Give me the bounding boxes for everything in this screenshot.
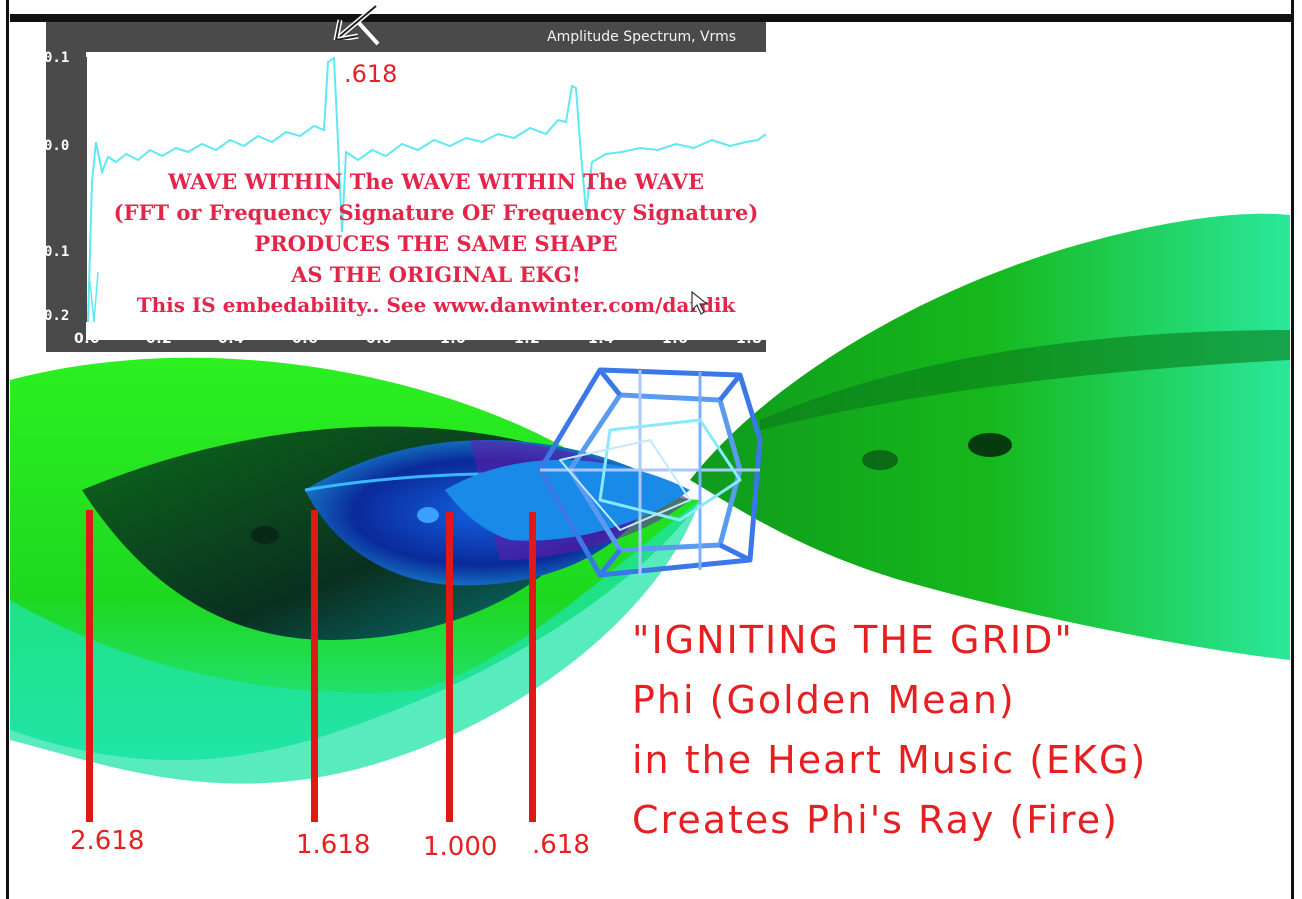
left-border xyxy=(6,0,9,899)
y-axis-bar xyxy=(46,52,86,352)
headline-line: "IGNITING THE GRID" xyxy=(632,618,1074,662)
y-tick-label: 0.0 xyxy=(44,138,70,154)
x-axis-bar xyxy=(46,340,766,352)
caption-line: AS THE ORIGINAL EKG! xyxy=(291,262,581,287)
mouse-cursor-icon xyxy=(691,290,709,315)
ratio-label: 2.618 xyxy=(70,826,145,856)
top-border xyxy=(10,14,1292,22)
left-wave-lower xyxy=(10,500,700,784)
ratio-label: .618 xyxy=(532,830,590,860)
x-tick-label: 1.6 xyxy=(662,331,689,347)
x-tick-label: 0.8 xyxy=(366,331,393,347)
x-tick-label: 0.6 xyxy=(292,331,319,347)
ratio-marker xyxy=(529,512,536,822)
x-tick-label: 1.4 xyxy=(588,331,615,347)
caption-line: This IS embedability.. See www.danwinter… xyxy=(136,293,736,317)
spectrum-title-bar: Amplitude Spectrum, Vrms xyxy=(46,22,766,52)
spectrum-plot xyxy=(76,22,766,338)
x-tick-label: 1.2 xyxy=(514,331,541,347)
peak-label: .618 xyxy=(344,60,398,88)
spectrum-trace xyxy=(87,56,766,323)
x-tick-label: 0.4 xyxy=(218,331,245,347)
y-tick-label: 0.1 xyxy=(44,244,70,260)
ratio-marker xyxy=(311,510,318,822)
peak-arrow-icon xyxy=(356,22,380,46)
caption-line: PRODUCES THE SAME SHAPE xyxy=(254,231,618,256)
amplitude-spectrum-panel: Amplitude Spectrum, Vrms xyxy=(44,4,766,352)
peak-arrow-head-icon xyxy=(333,4,378,40)
ratio-marker xyxy=(86,510,93,822)
headline-line: in the Heart Music (EKG) xyxy=(632,738,1148,782)
spectrum-title: Amplitude Spectrum, Vrms xyxy=(547,29,736,45)
caption-line: WAVE WITHIN The WAVE WITHIN The WAVE xyxy=(167,169,705,194)
ratio-marker xyxy=(446,512,453,822)
x-tick-label: 0.0 xyxy=(74,331,101,347)
x-tick-label: 1.0 xyxy=(440,331,467,347)
x-tick-label: 0.2 xyxy=(146,331,173,347)
right-border xyxy=(1291,0,1294,899)
headline-line: Creates Phi's Ray (Fire) xyxy=(632,798,1119,842)
ratio-label: 1.000 xyxy=(423,832,498,862)
y-tick-label: 0.2 xyxy=(44,308,70,324)
wireframe-cube-icon xyxy=(537,367,763,578)
ratio-label: 1.618 xyxy=(296,830,371,860)
inner-leaf xyxy=(445,459,690,541)
headline-line: Phi (Golden Mean) xyxy=(632,678,1016,722)
y-tick-label: 0.1 xyxy=(44,50,70,66)
x-tick-label: 1.8 xyxy=(736,331,763,347)
caption-line: (FFT or Frequency Signature OF Frequency… xyxy=(113,200,759,225)
